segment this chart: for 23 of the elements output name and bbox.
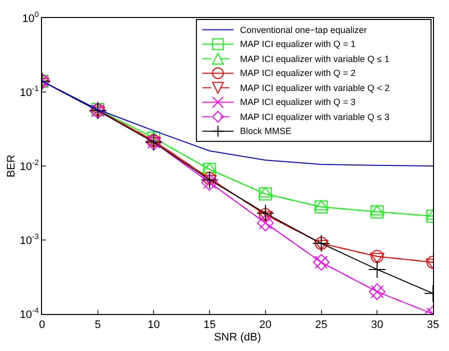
legend-label: Block MMSE [240, 126, 292, 136]
x-axis-title: SNR (dB) [214, 331, 262, 344]
y-tick-label: 10$^{-2}$ [20, 158, 39, 173]
legend-label: MAP ICI equalizer with Q = 1 [240, 39, 356, 49]
x-tick-label: 20 [259, 319, 272, 332]
x-tick-label: 30 [371, 319, 384, 332]
legend-label: MAP ICI equalizer with variable Q ≤ 1 [240, 54, 390, 64]
legend-label: MAP ICI equalizer with variable Q < 2 [240, 83, 390, 93]
x-tick-label: 25 [315, 319, 328, 332]
legend-label: MAP ICI equalizer with Q = 2 [240, 68, 356, 78]
legend-label: MAP ICI equalizer with Q = 3 [240, 97, 356, 107]
x-tick-label: 35 [426, 319, 440, 332]
y-tick-label: 10$^{-3}$ [20, 232, 39, 247]
y-tick-label: 10$^{-4}$ [20, 306, 40, 321]
y-tick-label: 10$^{0}$ [22, 10, 39, 25]
x-tick-label: 10 [148, 319, 160, 332]
y-tick-label: 10$^{-1}$ [20, 84, 39, 99]
x-tick-label: 15 [203, 319, 216, 332]
y-axis-title: BER [5, 154, 18, 178]
legend-label: MAP ICI equalizer with variable Q ≤ 3 [240, 112, 390, 122]
legend-label: Conventional one−tap equalizer [240, 25, 367, 35]
x-tick-label: 0 [38, 319, 46, 332]
x-tick-label: 5 [94, 319, 101, 332]
